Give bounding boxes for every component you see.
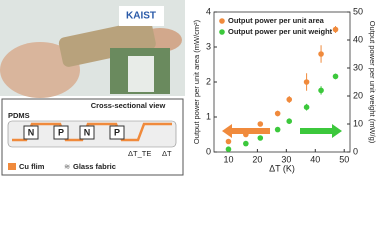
y2-tick-label: 40 <box>353 34 363 44</box>
legend-label: Output power per unit area <box>228 16 325 25</box>
y-tick-label: 3 <box>206 41 211 51</box>
svg-text:≋: ≋ <box>64 162 70 171</box>
point <box>303 79 310 85</box>
leg-label: P <box>114 127 120 137</box>
dt-label: ΔT <box>162 149 172 158</box>
legend-label: Output power per unit weight <box>228 27 333 36</box>
point <box>318 51 324 57</box>
point <box>318 87 324 94</box>
figure: KAIST Cross-sectional view PDMS N P N P … <box>0 0 377 176</box>
point <box>225 146 232 152</box>
x-tick-label: 50 <box>339 154 349 164</box>
point <box>257 121 264 127</box>
point <box>286 118 293 124</box>
diagram-title: Cross-sectional view <box>91 101 166 110</box>
y2-tick-label: 30 <box>353 62 363 72</box>
x-tick-label: 10 <box>223 154 233 164</box>
leg-label: N <box>84 127 91 137</box>
axis-arrow <box>300 124 342 138</box>
photo: KAIST <box>0 0 185 98</box>
x-axis-label: ΔT (K) <box>269 163 295 173</box>
y2-tick-label: 50 <box>353 6 363 16</box>
legend-marker <box>219 18 225 24</box>
point <box>243 140 249 147</box>
point <box>286 96 293 103</box>
y-tick-label: 4 <box>206 6 211 16</box>
y2-tick-label: 20 <box>353 90 363 100</box>
y-tick-label: 0 <box>206 146 211 156</box>
legend-glass: Glass fabric <box>73 162 116 171</box>
y-axis-label: Output power per unit area (mW/cm²) <box>192 19 201 144</box>
y-tick-label: 1 <box>206 111 211 121</box>
point <box>225 138 232 145</box>
x-tick-label: 40 <box>310 154 320 164</box>
dt-te-label: ΔT_TE <box>128 149 151 158</box>
leg-label: N <box>28 127 35 137</box>
point <box>332 26 339 33</box>
pdms-label: PDMS <box>8 111 30 120</box>
y-tick-label: 2 <box>206 76 211 86</box>
axis-arrow <box>222 124 270 138</box>
leg-label: P <box>58 127 64 137</box>
point <box>243 131 249 138</box>
point <box>274 110 281 117</box>
legend-marker <box>219 29 225 35</box>
point <box>257 135 264 141</box>
y2-tick-label: 10 <box>353 118 363 128</box>
legend-cu: Cu flim <box>19 162 45 171</box>
y2-axis-label: Output power per unit weight (mW/g) <box>368 21 377 144</box>
point <box>274 126 281 133</box>
point <box>332 73 339 80</box>
point <box>303 104 310 110</box>
y2-tick-label: 0 <box>353 146 358 156</box>
x-tick-label: 20 <box>252 154 262 164</box>
diagram: Cross-sectional view PDMS N P N P ΔT_TE … <box>1 98 184 176</box>
logo: KAIST <box>126 11 156 22</box>
x-tick-label: 30 <box>281 154 291 164</box>
